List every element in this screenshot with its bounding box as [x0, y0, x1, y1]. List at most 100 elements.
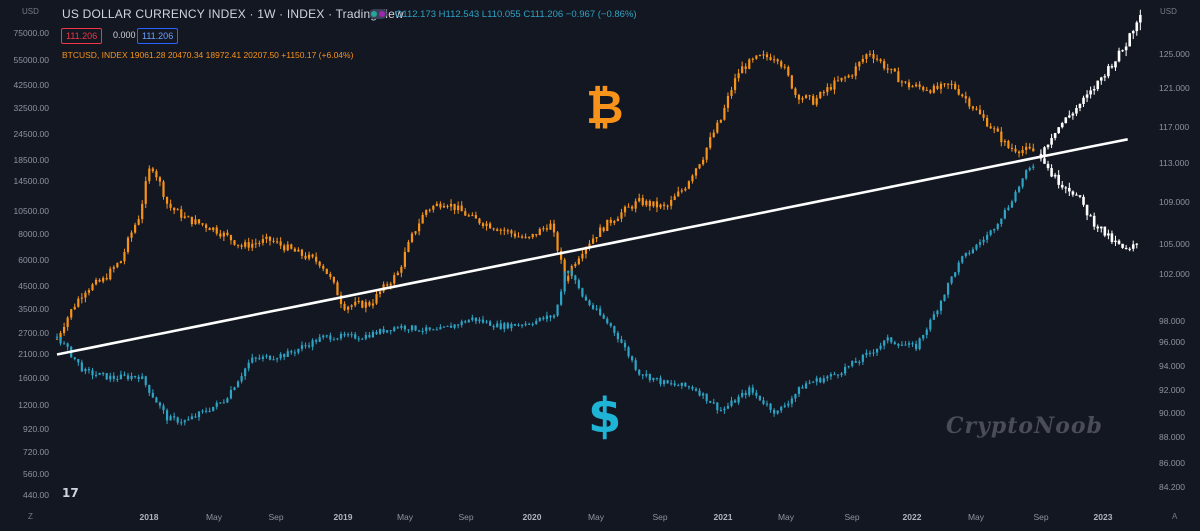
- candle-body: [442, 205, 446, 208]
- candle-body: [205, 410, 208, 412]
- candle-body: [549, 315, 552, 318]
- candle-body: [595, 236, 598, 239]
- candle-body: [421, 330, 424, 332]
- right-axis-tick: 102.000: [1159, 269, 1190, 279]
- candle-body: [755, 55, 758, 59]
- candle-body: [684, 188, 687, 191]
- candle-body: [109, 375, 112, 380]
- candle-body: [907, 343, 911, 345]
- candle-body: [801, 98, 804, 100]
- candle-body: [59, 336, 62, 344]
- candle-body: [187, 216, 190, 218]
- candle-body: [1057, 127, 1060, 134]
- candle-body: [236, 244, 240, 246]
- candle-body: [865, 54, 868, 59]
- candle-body: [773, 409, 776, 414]
- candle-body: [982, 239, 985, 243]
- candle-body: [854, 361, 857, 363]
- btc-ohlc-readout: BTCUSD, INDEX 19061.28 20470.34 18972.41…: [62, 50, 354, 60]
- zoom-reset-button[interactable]: Z: [28, 512, 33, 521]
- candle-body: [968, 98, 971, 107]
- candle-body: [875, 58, 879, 60]
- candle-body: [733, 78, 737, 91]
- candle-body: [957, 89, 960, 95]
- candle-body: [453, 324, 456, 328]
- tradingview-logo[interactable]: 17: [62, 486, 79, 500]
- left-axis-tick: 14500.00: [14, 176, 50, 186]
- candle-body: [599, 227, 602, 237]
- candle-body: [918, 84, 921, 87]
- candle-body: [560, 291, 563, 305]
- candle-body: [180, 209, 183, 218]
- candle-body: [524, 323, 527, 326]
- candle-body: [268, 236, 272, 241]
- candle-body: [403, 325, 407, 330]
- candle-body: [165, 196, 169, 204]
- candle-body: [361, 338, 364, 340]
- candle-body: [929, 319, 932, 330]
- candle-body: [645, 373, 648, 376]
- candle-body: [1078, 103, 1082, 109]
- auto-scale-button[interactable]: A: [1172, 512, 1178, 521]
- candle-body: [986, 117, 989, 127]
- candle-body: [954, 83, 957, 90]
- right-axis-tick: 117.000: [1159, 122, 1189, 132]
- candle-body: [641, 374, 644, 376]
- candle-body: [1131, 244, 1135, 249]
- right-axis-tick: 90.000: [1159, 408, 1185, 418]
- candle-body: [659, 204, 662, 208]
- candle-body: [840, 373, 843, 376]
- candle-body: [137, 219, 140, 225]
- candle-body: [350, 334, 353, 336]
- candle-body: [226, 398, 229, 403]
- candle-body: [91, 284, 94, 291]
- candle-body: [503, 323, 506, 329]
- candle-body: [808, 95, 811, 97]
- right-axis-tick: 109.000: [1159, 197, 1190, 207]
- candle-body: [883, 340, 886, 346]
- candle-body: [1082, 97, 1085, 104]
- candle-body: [283, 245, 286, 251]
- candle-body: [1053, 133, 1057, 139]
- candle-body: [123, 252, 126, 262]
- left-axis-tick: 1600.00: [18, 373, 49, 383]
- candle-body: [655, 201, 659, 208]
- candle-body: [694, 168, 698, 176]
- candle-body: [1071, 191, 1075, 195]
- left-axis-tick: 560.00: [23, 469, 49, 479]
- candle-body: [158, 402, 162, 406]
- candle-body: [627, 347, 630, 357]
- candle-body: [496, 229, 499, 231]
- candle-body: [702, 393, 705, 396]
- candle-body: [499, 229, 502, 231]
- candle-body: [673, 196, 676, 200]
- candle-body: [1096, 226, 1100, 229]
- candle-body: [1060, 184, 1064, 188]
- candle-body: [1110, 66, 1114, 68]
- candle-body: [449, 325, 453, 328]
- candle-body: [719, 410, 722, 412]
- candle-body: [591, 305, 595, 309]
- candle-body: [151, 168, 154, 172]
- candle-body: [339, 295, 343, 304]
- candle-body: [687, 386, 691, 388]
- candle-body: [428, 327, 431, 330]
- candle-body: [148, 168, 151, 182]
- candle-body: [588, 300, 591, 306]
- candle-body: [286, 351, 289, 358]
- right-axis-tick: 94.000: [1159, 361, 1185, 371]
- left-axis-tick: 55000.00: [14, 55, 50, 65]
- candle-body: [1139, 15, 1142, 23]
- candle-body: [87, 290, 91, 293]
- candle-body: [329, 335, 332, 340]
- candle-body: [1099, 77, 1103, 81]
- candle-body: [996, 224, 999, 230]
- candle-body: [631, 356, 634, 361]
- candle-body: [552, 223, 556, 233]
- candle-body: [819, 378, 822, 383]
- candle-body: [1000, 131, 1003, 143]
- candle-body: [520, 236, 524, 238]
- candle-body: [467, 215, 470, 217]
- left-axis-tick: 75000.00: [14, 28, 50, 38]
